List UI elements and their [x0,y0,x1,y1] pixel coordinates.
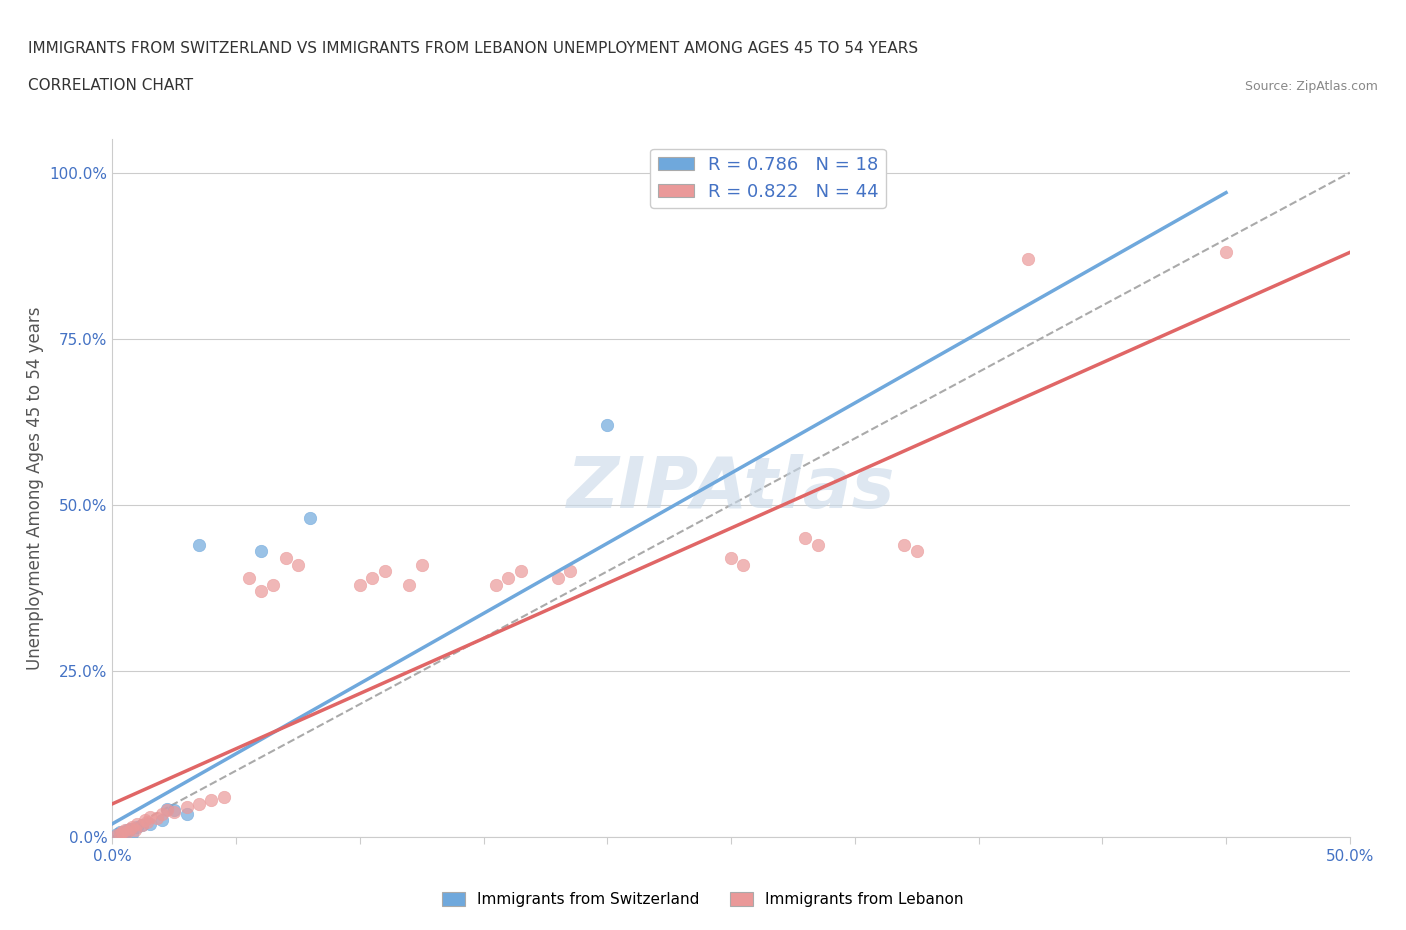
Point [176,800,198,815]
Point [111,828,134,843]
Point [361,570,384,585]
Point [150,806,173,821]
Point [509,564,531,578]
Point [411,557,433,572]
Point [1215,245,1237,259]
Text: Source: ZipAtlas.com: Source: ZipAtlas.com [1244,80,1378,93]
Point [188,796,211,811]
Point [124,823,146,838]
Point [720,551,742,565]
Point [156,803,179,817]
Point [349,578,371,592]
Point [136,815,159,830]
Text: CORRELATION CHART: CORRELATION CHART [28,78,193,93]
Point [274,551,297,565]
Point [117,823,139,838]
Point [287,557,309,572]
Point [163,804,186,819]
Point [250,584,273,599]
Point [176,806,198,821]
Point [146,811,169,826]
Text: IMMIGRANTS FROM SWITZERLAND VS IMMIGRANTS FROM LEBANON UNEMPLOYMENT AMONG AGES 4: IMMIGRANTS FROM SWITZERLAND VS IMMIGRANT… [28,41,918,56]
Point [118,821,141,836]
Point [485,578,508,592]
Point [374,564,396,578]
Point [498,570,520,585]
Point [127,819,149,834]
Point [118,821,141,836]
Point [156,802,179,817]
Point [108,826,131,841]
Point [212,790,235,804]
Point [108,824,131,839]
Point [560,564,582,578]
Point [905,544,928,559]
Point [127,817,149,831]
Point [121,826,143,841]
Point [134,813,156,828]
Legend: R = 0.786   N = 18, R = 0.822   N = 44: R = 0.786 N = 18, R = 0.822 N = 44 [651,149,886,208]
Point [733,557,755,572]
Point [596,418,619,432]
Point [299,511,322,525]
Point [107,826,129,841]
Legend: Immigrants from Switzerland, Immigrants from Lebanon: Immigrants from Switzerland, Immigrants … [436,885,970,913]
Point [138,817,160,831]
Point [188,538,211,552]
Point [238,570,260,585]
Point [114,826,136,841]
Point [1017,252,1039,267]
Point [893,538,915,552]
Point [398,578,420,592]
Point [107,828,129,843]
Point [262,578,284,592]
Point [794,531,817,546]
Point [121,819,143,834]
Point [547,570,569,585]
Point [250,544,273,559]
Y-axis label: Unemployment Among Ages 45 to 54 years: Unemployment Among Ages 45 to 54 years [27,307,44,670]
Text: ZIPAtlas: ZIPAtlas [567,454,896,523]
Point [807,538,830,552]
Point [150,813,173,828]
Point [200,793,222,808]
Point [138,810,160,825]
Point [131,817,153,832]
Point [114,823,136,838]
Point [163,803,186,817]
Point [131,817,153,832]
Point [117,824,139,839]
Point [111,825,134,840]
